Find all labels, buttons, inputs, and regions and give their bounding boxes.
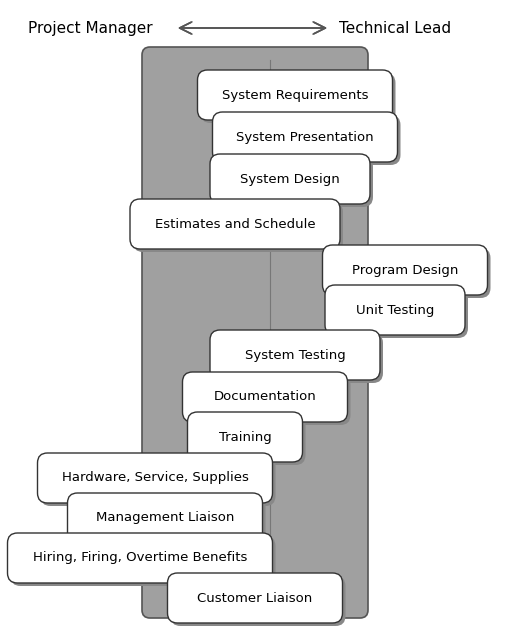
FancyBboxPatch shape — [215, 115, 401, 165]
FancyBboxPatch shape — [200, 73, 395, 123]
FancyBboxPatch shape — [213, 157, 373, 207]
Text: Unit Testing: Unit Testing — [356, 303, 434, 316]
FancyBboxPatch shape — [188, 412, 303, 462]
Text: Program Design: Program Design — [352, 263, 458, 276]
FancyBboxPatch shape — [167, 573, 343, 623]
FancyBboxPatch shape — [41, 456, 275, 506]
Text: System Presentation: System Presentation — [236, 131, 374, 144]
FancyBboxPatch shape — [191, 415, 306, 465]
Text: Training: Training — [219, 430, 271, 444]
FancyBboxPatch shape — [170, 576, 345, 626]
Text: Management Liaison: Management Liaison — [96, 511, 234, 524]
FancyBboxPatch shape — [325, 285, 465, 335]
Text: Customer Liaison: Customer Liaison — [197, 591, 313, 605]
Text: System Testing: System Testing — [244, 348, 345, 361]
FancyBboxPatch shape — [11, 536, 275, 586]
FancyBboxPatch shape — [70, 496, 266, 546]
FancyBboxPatch shape — [325, 248, 490, 298]
FancyBboxPatch shape — [38, 453, 272, 503]
FancyBboxPatch shape — [133, 202, 343, 252]
Text: System Design: System Design — [240, 173, 340, 185]
FancyBboxPatch shape — [210, 154, 370, 204]
FancyBboxPatch shape — [210, 330, 380, 380]
FancyBboxPatch shape — [186, 375, 350, 425]
FancyBboxPatch shape — [8, 533, 272, 583]
Text: Hiring, Firing, Overtime Benefits: Hiring, Firing, Overtime Benefits — [33, 551, 247, 565]
Text: Hardware, Service, Supplies: Hardware, Service, Supplies — [61, 471, 248, 484]
FancyBboxPatch shape — [328, 288, 468, 338]
FancyBboxPatch shape — [183, 372, 347, 422]
FancyBboxPatch shape — [198, 70, 392, 120]
Text: Documentation: Documentation — [213, 390, 316, 404]
Text: System Requirements: System Requirements — [222, 88, 368, 102]
FancyBboxPatch shape — [322, 245, 488, 295]
FancyBboxPatch shape — [212, 112, 397, 162]
Text: Estimates and Schedule: Estimates and Schedule — [155, 218, 315, 231]
Text: Technical Lead: Technical Lead — [339, 21, 451, 35]
Text: Project Manager: Project Manager — [28, 21, 152, 35]
FancyBboxPatch shape — [130, 199, 340, 249]
FancyBboxPatch shape — [142, 47, 368, 618]
FancyBboxPatch shape — [67, 493, 263, 543]
FancyBboxPatch shape — [213, 333, 383, 383]
